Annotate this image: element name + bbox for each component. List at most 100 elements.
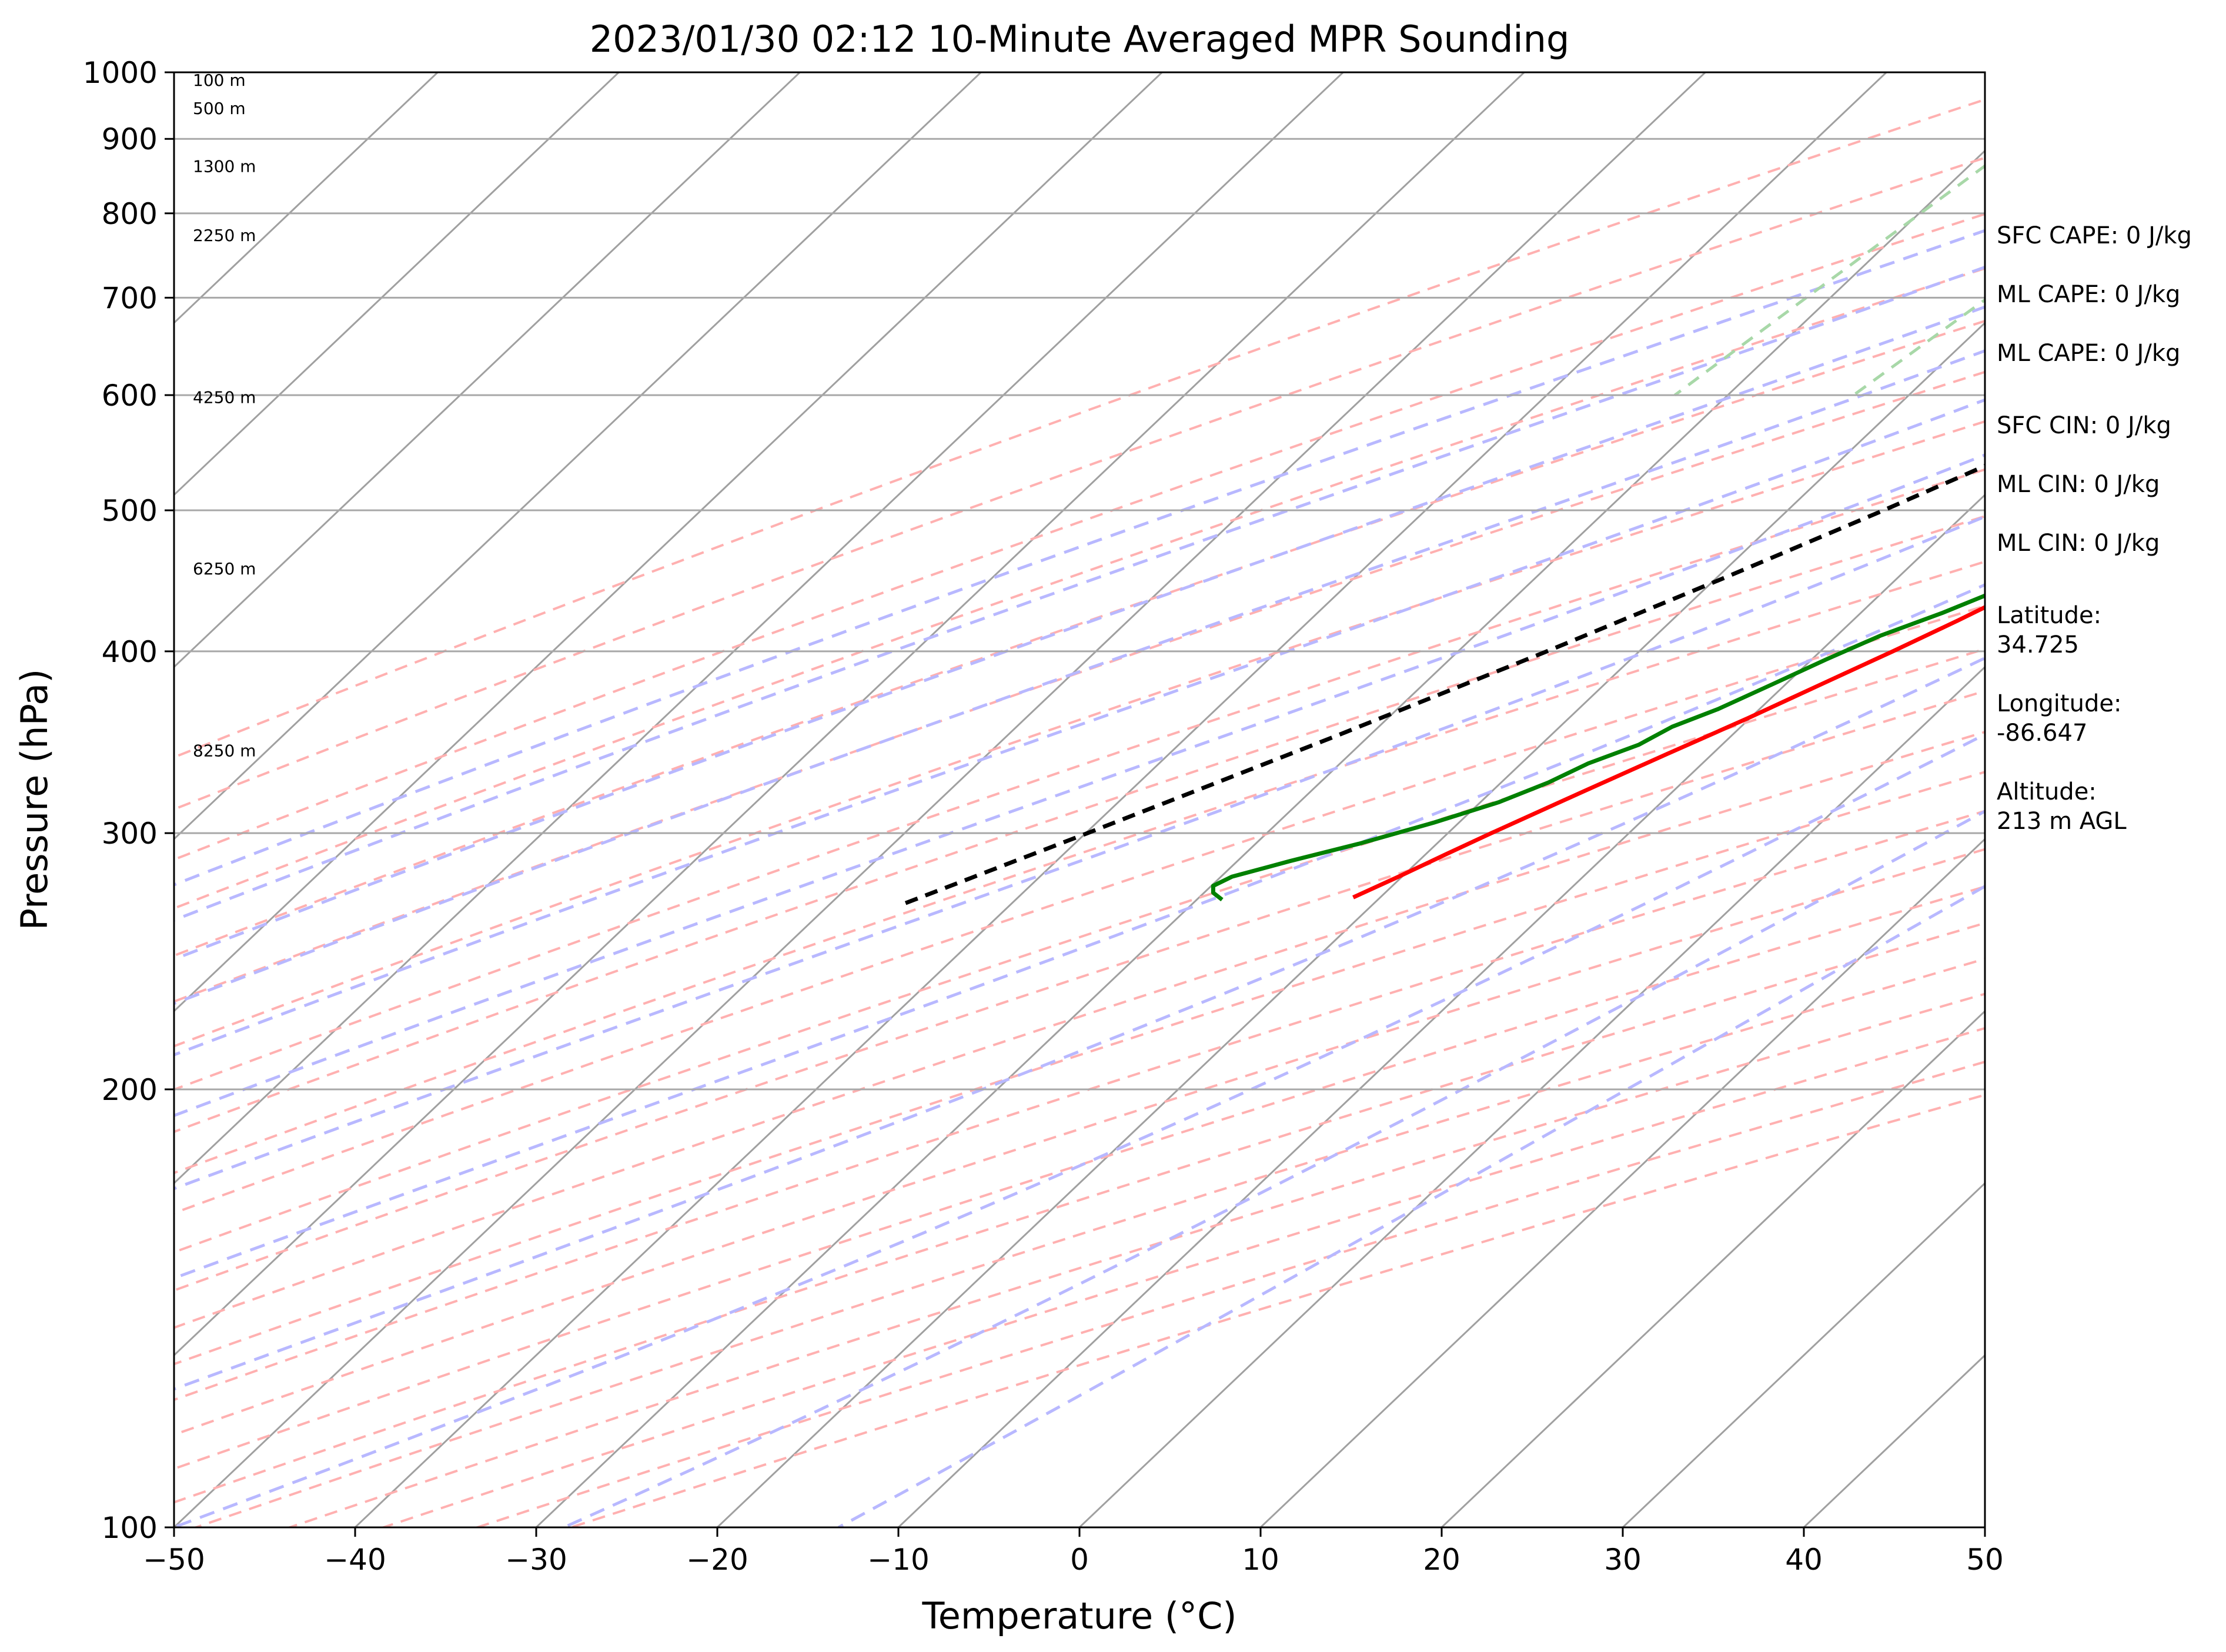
x-tick-label: 30	[1604, 1543, 1642, 1577]
y-tick-label: 200	[102, 1073, 158, 1107]
dewpoint-profile-line	[1211, 593, 1985, 902]
dry-adiabat-line	[473, 1061, 1985, 1527]
dry-adiabat-line	[286, 992, 1985, 1527]
x-tick-label: −40	[324, 1543, 386, 1577]
isotherm-line	[716, 322, 1985, 1527]
longitude-value: -86.647	[1997, 720, 2087, 747]
isotherm-line	[174, 72, 1164, 1012]
x-axis-label: Temperature (°C)	[921, 1594, 1236, 1637]
mixing-ratio-line	[2211, 72, 2226, 395]
mixing-ratio-line	[1674, 164, 1985, 397]
dry-adiabat-line	[174, 212, 1985, 861]
moist-adiabat-line	[838, 884, 1985, 1527]
height-label: 8250 m	[193, 741, 256, 760]
dry-adiabat-line	[174, 922, 1985, 1504]
y-tick-label: 100	[102, 1511, 158, 1545]
y-tick-label: 1000	[83, 56, 158, 90]
chart-title: 2023/01/30 02:12 10-Minute Averaged MPR …	[590, 18, 1570, 61]
isotherm-line	[174, 72, 982, 841]
dry-adiabat-line	[174, 98, 1985, 759]
x-tick-label: 40	[1785, 1543, 1823, 1577]
isotherm-line	[174, 72, 439, 325]
isotherm-line	[174, 72, 1707, 1527]
plot-frame	[173, 71, 1986, 1529]
height-label: 2250 m	[193, 226, 256, 245]
x-tick-label: 10	[1242, 1543, 1279, 1577]
dry-adiabat-line	[174, 420, 1985, 1048]
y-tick-label: 800	[102, 197, 158, 231]
altitude-label: Altitude:	[1997, 778, 2097, 805]
isotherm-line	[534, 149, 1985, 1527]
x-tick-label: 0	[1070, 1543, 1089, 1577]
height-label: 100 m	[193, 71, 246, 90]
height-label: 6250 m	[193, 559, 256, 578]
moist-adiabat-line	[174, 733, 1985, 1527]
isotherm-line	[1802, 1354, 1985, 1527]
isotherm-line	[1621, 1182, 1985, 1527]
dry-adiabat-line	[174, 810, 1985, 1402]
x-tick-label: −30	[505, 1543, 567, 1577]
moist-adiabat-line	[174, 229, 1985, 887]
sfc-cin-text: SFC CIN: 0 J/kg	[1997, 412, 2171, 439]
longitude-label: Longitude:	[1997, 690, 2121, 717]
info-panel: SFC CAPE: 0 J/kg ML CAPE: 0 J/kg ML CAPE…	[1997, 222, 2192, 835]
moist-adiabat-line	[174, 265, 1985, 922]
dry-adiabat-line	[567, 1093, 1985, 1527]
dry-adiabat-line	[174, 647, 1985, 1254]
dry-adiabat-line	[174, 848, 1985, 1436]
y-axis: 100 200 300 400 500 600 700 800 900 1000	[83, 56, 174, 1545]
dry-adiabat-line	[174, 771, 1985, 1366]
dry-adiabat-line	[379, 1026, 1985, 1527]
latitude-value: 34.725	[1997, 631, 2079, 658]
y-tick-label: 400	[102, 635, 158, 669]
height-label: 500 m	[193, 99, 246, 118]
x-tick-label: 50	[1966, 1543, 2004, 1577]
isotherm-line	[1440, 1009, 1985, 1527]
y-tick-label: 700	[102, 281, 158, 315]
dry-adiabat-line	[192, 957, 1985, 1527]
altitude-value: 213 m AGL	[1997, 808, 2127, 835]
dry-adiabat-line	[174, 690, 1985, 1292]
moist-adiabat-line	[174, 398, 1985, 1056]
x-tick-label: −20	[686, 1543, 748, 1577]
dry-adiabat-line	[174, 319, 1985, 957]
y-tick-label: 900	[102, 122, 158, 156]
ml-cin-text-2: ML CIN: 0 J/kg	[1997, 530, 2160, 557]
sfc-cape-text: SFC CAPE: 0 J/kg	[1997, 222, 2192, 249]
moist-adiabat-line	[174, 305, 1985, 961]
dry-adiabat-line	[174, 514, 1985, 1133]
height-label: 4250 m	[193, 388, 256, 407]
isotherm-line	[174, 72, 620, 496]
y-tick-label: 300	[102, 817, 158, 851]
background-lines	[174, 72, 2226, 1527]
x-axis: −50 −40 −30 −20 −10 0 10 20 30 40 50	[143, 1527, 2004, 1577]
isotherm-line	[1259, 838, 1985, 1527]
dry-adiabat-line	[174, 560, 1985, 1175]
latitude-label: Latitude:	[1997, 602, 2101, 629]
isobar-grid	[174, 71, 1985, 1529]
dry-adiabat-line	[174, 370, 1985, 1003]
ml-cape-text: ML CAPE: 0 J/kg	[1997, 281, 2180, 308]
moist-adiabat-line	[174, 349, 1985, 1005]
y-tick-label: 600	[102, 379, 158, 413]
dry-adiabat-line	[174, 885, 1985, 1470]
isotherm-line	[174, 72, 1345, 1185]
series-layer	[901, 463, 1985, 907]
ml-cape-text-2: ML CAPE: 0 J/kg	[1997, 340, 2180, 367]
isotherm-line	[174, 72, 1526, 1357]
y-axis-label: Pressure (hPa)	[13, 669, 56, 931]
temperature-profile-line	[1352, 604, 1985, 899]
isotherm-line	[897, 493, 1985, 1527]
isotherm-line	[353, 72, 1888, 1527]
isotherm-line	[174, 72, 801, 668]
y-tick-label: 500	[102, 494, 158, 528]
x-tick-label: 20	[1423, 1543, 1460, 1577]
moist-adiabat-line	[563, 810, 1985, 1527]
dry-adiabat-line	[174, 604, 1985, 1215]
moist-adiabat-line	[174, 515, 1985, 1190]
height-label: 1300 m	[193, 157, 256, 176]
ml-cin-text: ML CIN: 0 J/kg	[1997, 471, 2160, 498]
x-tick-label: −10	[867, 1543, 930, 1577]
dry-adiabat-line	[174, 156, 1985, 811]
